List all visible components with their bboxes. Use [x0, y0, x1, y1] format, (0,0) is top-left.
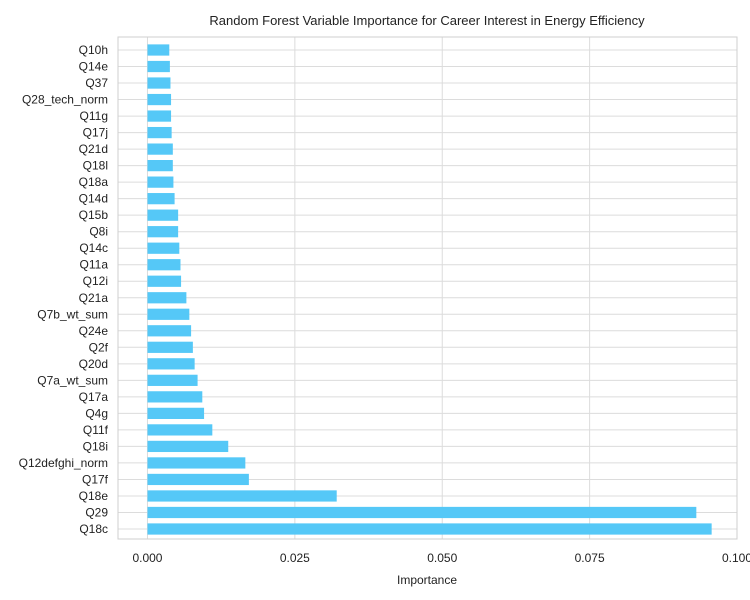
y-tick-label: Q29: [85, 505, 108, 519]
y-tick-label: Q11f: [83, 423, 109, 437]
bar-q29: [147, 506, 697, 519]
bar-q12i: [147, 275, 182, 287]
y-tick-label: Q18l: [83, 159, 108, 173]
y-tick-label: Q18c: [79, 522, 108, 536]
y-tick-label: Q2f: [89, 340, 109, 354]
bar-q11f: [147, 424, 213, 436]
bar-q7a-wt-sum: [147, 374, 198, 386]
bar-q2f: [147, 341, 193, 353]
y-tick-label: Q18a: [79, 175, 109, 189]
x-axis-title: Importance: [397, 573, 457, 587]
bar-q18i: [147, 440, 229, 453]
bar-q37: [147, 77, 171, 89]
y-tick-label: Q8i: [89, 225, 108, 239]
y-tick-label: Q14c: [79, 241, 108, 255]
bar-q11a: [147, 259, 181, 271]
plot-frame: [117, 36, 738, 540]
bar-q7b-wt-sum: [147, 308, 190, 320]
bar-q20d: [147, 358, 195, 370]
y-tick-label: Q7a_wt_sum: [37, 373, 108, 387]
y-tick-label: Q21a: [79, 291, 109, 305]
bar-q21a: [147, 292, 187, 304]
y-tick-label: Q18i: [83, 439, 108, 453]
x-tick-label: 0.100: [722, 551, 750, 565]
bar-q28-tech-norm: [147, 93, 172, 106]
x-tick-label: 0.025: [280, 551, 310, 565]
y-tick-label: Q14d: [79, 192, 108, 206]
y-tick-label: Q7b_wt_sum: [37, 307, 108, 321]
y-tick-label: Q28_tech_norm: [22, 93, 108, 107]
bar-q17a: [147, 391, 203, 403]
y-tick-label: Q17j: [83, 126, 108, 140]
bar-q18c: [147, 523, 712, 535]
bar-q14e: [147, 60, 170, 73]
x-tick-label: 0.075: [575, 551, 605, 565]
bar-q14c: [147, 242, 180, 254]
bar-q15b: [147, 209, 179, 221]
y-tick-label: Q12defghi_norm: [19, 456, 108, 470]
y-tick-label: Q11g: [80, 109, 108, 123]
bar-q4g: [147, 407, 205, 419]
x-tick-label: 0.050: [427, 551, 457, 565]
bar-q17j: [147, 126, 172, 139]
y-tick-label: Q11a: [80, 258, 109, 272]
bar-q18l: [147, 160, 173, 172]
y-tick-label: Q17f: [82, 472, 109, 486]
y-tick-label: Q10h: [79, 43, 108, 57]
bar-q11g: [147, 110, 172, 122]
y-tick-label: Q20d: [79, 357, 108, 371]
y-tick-labels: Q10h Q14e Q37 Q28_tech_norm Q11g Q17j Q21d Q18l…: [19, 43, 109, 536]
y-tick-label: Q24e: [79, 324, 109, 338]
bar-q10h: [147, 44, 170, 56]
bar-q17f: [147, 473, 249, 486]
bar-q21d: [147, 143, 173, 155]
y-tick-label: Q17a: [79, 390, 109, 404]
bar-q24e: [147, 325, 192, 337]
bar-q8i: [147, 226, 179, 238]
y-tick-label: Q15b: [79, 208, 109, 222]
x-tick-label: 0.000: [132, 551, 162, 565]
bar-layer: [147, 44, 712, 535]
y-tick-label: Q18e: [79, 489, 109, 503]
bar-q12defghi-norm: [147, 457, 246, 469]
y-tick-label: Q14e: [79, 60, 109, 74]
y-tick-label: Q12i: [83, 274, 108, 288]
y-tick-label: Q4g: [85, 406, 108, 420]
bar-q14d: [147, 193, 175, 205]
chart-title: Random Forest Variable Importance for Ca…: [209, 13, 645, 28]
y-tick-label: Q37: [85, 76, 108, 90]
y-tick-label: Q21d: [79, 142, 108, 156]
bar-q18a: [147, 176, 174, 188]
x-tick-labels: 0.000 0.025 0.050 0.075 0.100: [132, 551, 750, 565]
bar-q18e: [147, 490, 337, 502]
